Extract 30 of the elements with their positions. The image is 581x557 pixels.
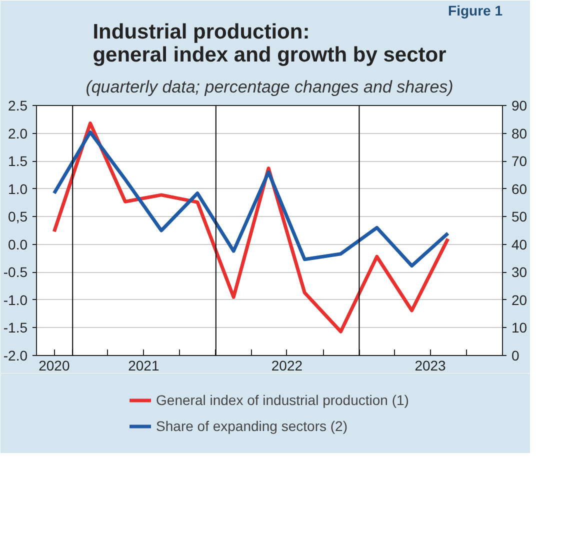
x-tick-label: 2023 bbox=[414, 358, 446, 374]
y-tick-label: 1.0 bbox=[8, 180, 28, 197]
y-tick-label: 1.5 bbox=[8, 153, 28, 170]
y-tick-label: -0.5 bbox=[3, 264, 28, 280]
y-tick-label: -1.5 bbox=[3, 320, 28, 336]
caption: Figure 1 bbox=[448, 2, 503, 18]
x-tick-label: 2021 bbox=[128, 358, 160, 374]
y-tick-label: 0.0 bbox=[8, 236, 28, 252]
y2-tick-label: 70 bbox=[512, 153, 528, 170]
x-tick-label: 2020 bbox=[38, 358, 70, 374]
y2-tick-label: 0 bbox=[512, 348, 520, 364]
y-tick-label: 2.0 bbox=[8, 125, 28, 142]
chart-title: Industrial production: general index and growth by sector bbox=[92, 20, 446, 66]
y2-tick-label: 60 bbox=[512, 180, 528, 197]
legend-label: General index of industrial production (1) bbox=[156, 392, 409, 408]
y-tick-label: -2.0 bbox=[3, 348, 28, 364]
y-tick-label: -1.0 bbox=[3, 292, 28, 308]
y-tick-label: 2.5 bbox=[8, 98, 28, 114]
y2-tick-label: 50 bbox=[512, 208, 528, 225]
y2-tick-label: 10 bbox=[512, 320, 528, 336]
x-tick-label: 2022 bbox=[271, 358, 303, 374]
legend-label: Share of expanding sectors (2) bbox=[156, 418, 348, 434]
y2-tick-label: 90 bbox=[512, 98, 528, 114]
line-series bbox=[52, 130, 450, 268]
y2-tick-label: 30 bbox=[512, 264, 528, 280]
y2-tick-label: 20 bbox=[512, 292, 528, 308]
y-tick-label: 0,5 bbox=[8, 208, 28, 225]
y2-tick-label: 80 bbox=[512, 125, 528, 142]
y2-tick-label: 40 bbox=[512, 236, 528, 252]
chart-subtitle: (quarterly data; percentage changes and shares) bbox=[86, 78, 454, 96]
